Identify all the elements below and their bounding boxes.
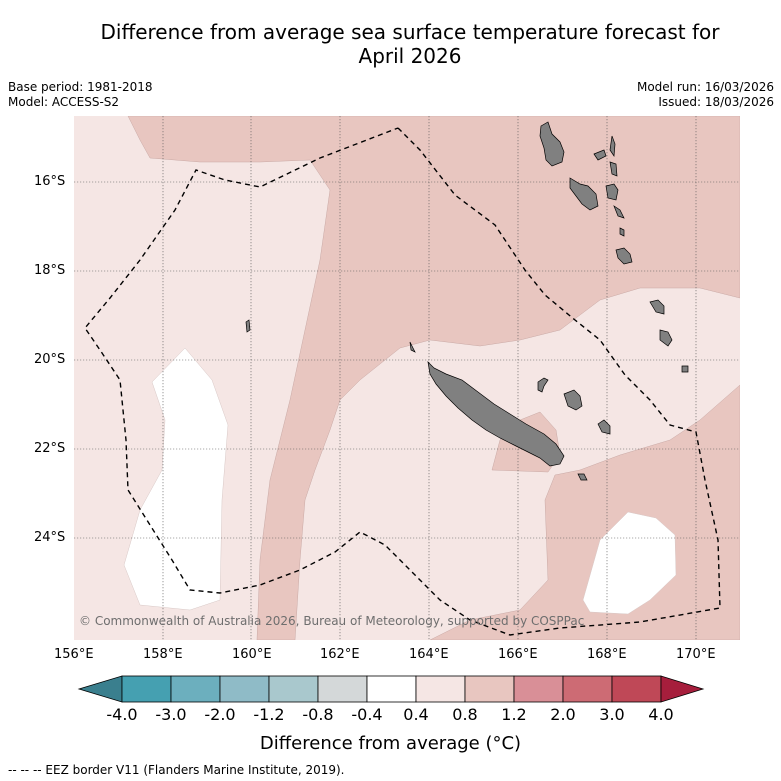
colorbar-segment bbox=[464, 675, 515, 703]
colorbar-tick-label: -4.0 bbox=[106, 705, 138, 724]
lat-label-18s: 18°S bbox=[34, 263, 66, 278]
lat-label-16s: 16°S bbox=[34, 174, 66, 189]
lon-label-164e: 164°E bbox=[409, 647, 449, 662]
anomaly-neutral-region-southeast bbox=[582, 511, 677, 615]
colorbar-tick-label: -3.0 bbox=[155, 705, 187, 724]
colorbar-tick-label: 2.0 bbox=[550, 705, 576, 724]
colorbar-segment bbox=[513, 675, 564, 703]
anomaly-0.8-1.2-region-north bbox=[127, 116, 740, 640]
colorbar-title: Difference from average (°C) bbox=[259, 733, 522, 754]
land-vanuatu bbox=[245, 121, 689, 373]
colorbar-tick-label: -0.8 bbox=[302, 705, 334, 724]
map-area bbox=[74, 116, 740, 640]
eez-border bbox=[84, 127, 721, 636]
model-name: Model: ACCESS-S2 bbox=[8, 95, 120, 109]
lon-label-156e: 156°E bbox=[54, 647, 94, 662]
colorbar-segment bbox=[121, 675, 172, 703]
colorbar bbox=[77, 675, 705, 703]
colorbar-segment bbox=[366, 675, 417, 703]
colorbar-tick-label: 0.4 bbox=[403, 705, 429, 724]
lon-label-162e: 162°E bbox=[320, 647, 360, 662]
issued-date: Issued: 18/03/2026 bbox=[658, 95, 774, 109]
colorbar-tick-label: 0.8 bbox=[452, 705, 478, 724]
colorbar-segment bbox=[219, 675, 270, 703]
colorbar-extend-high bbox=[660, 675, 705, 703]
colorbar-tick-label: -1.2 bbox=[253, 705, 285, 724]
colorbar-segment bbox=[415, 675, 466, 703]
eez-footnote: -- -- -- EEZ border V11 (Flanders Marine… bbox=[8, 763, 345, 777]
lat-label-22s: 22°S bbox=[34, 441, 66, 456]
land-loyalty-islands bbox=[537, 377, 611, 435]
colorbar-extend-low bbox=[77, 675, 123, 703]
model-run: Model run: 16/03/2026 bbox=[636, 80, 774, 94]
title-line-1: Difference from average sea surface temp… bbox=[100, 20, 720, 44]
lon-label-158e: 158°E bbox=[143, 647, 183, 662]
colorbar-segment bbox=[268, 675, 319, 703]
lon-label-160e: 160°E bbox=[232, 647, 272, 662]
colorbar-segment bbox=[317, 675, 368, 703]
copyright: © Commonwealth of Australia 2026, Bureau… bbox=[79, 614, 585, 628]
lon-label-170e: 170°E bbox=[676, 647, 716, 662]
title-line-2: April 2026 bbox=[358, 44, 462, 68]
colorbar-tick-label: 3.0 bbox=[599, 705, 625, 724]
right-meta: Model run: 16/03/2026 Issued: 18/03/2026 bbox=[637, 80, 774, 110]
lon-label-166e: 166°E bbox=[498, 647, 538, 662]
base-period: Base period: 1981-2018 bbox=[8, 80, 153, 94]
colorbar-tick-label: -0.4 bbox=[351, 705, 383, 724]
lat-label-20s: 20°S bbox=[34, 352, 66, 367]
colorbar-tick-label: -2.0 bbox=[204, 705, 236, 724]
land-new-caledonia bbox=[409, 341, 588, 481]
lat-label-24s: 24°S bbox=[34, 530, 66, 545]
colorbar-tick-label: 1.2 bbox=[501, 705, 527, 724]
colorbar-segment bbox=[170, 675, 221, 703]
left-meta: Base period: 1981-2018 Model: ACCESS-S2 bbox=[8, 80, 153, 110]
colorbar-segment bbox=[562, 675, 613, 703]
colorbar-segment bbox=[611, 675, 662, 703]
anomaly-neutral-region-west bbox=[123, 347, 229, 611]
colorbar-tick-label: 4.0 bbox=[648, 705, 674, 724]
graticule bbox=[74, 116, 740, 640]
lon-label-168e: 168°E bbox=[587, 647, 627, 662]
